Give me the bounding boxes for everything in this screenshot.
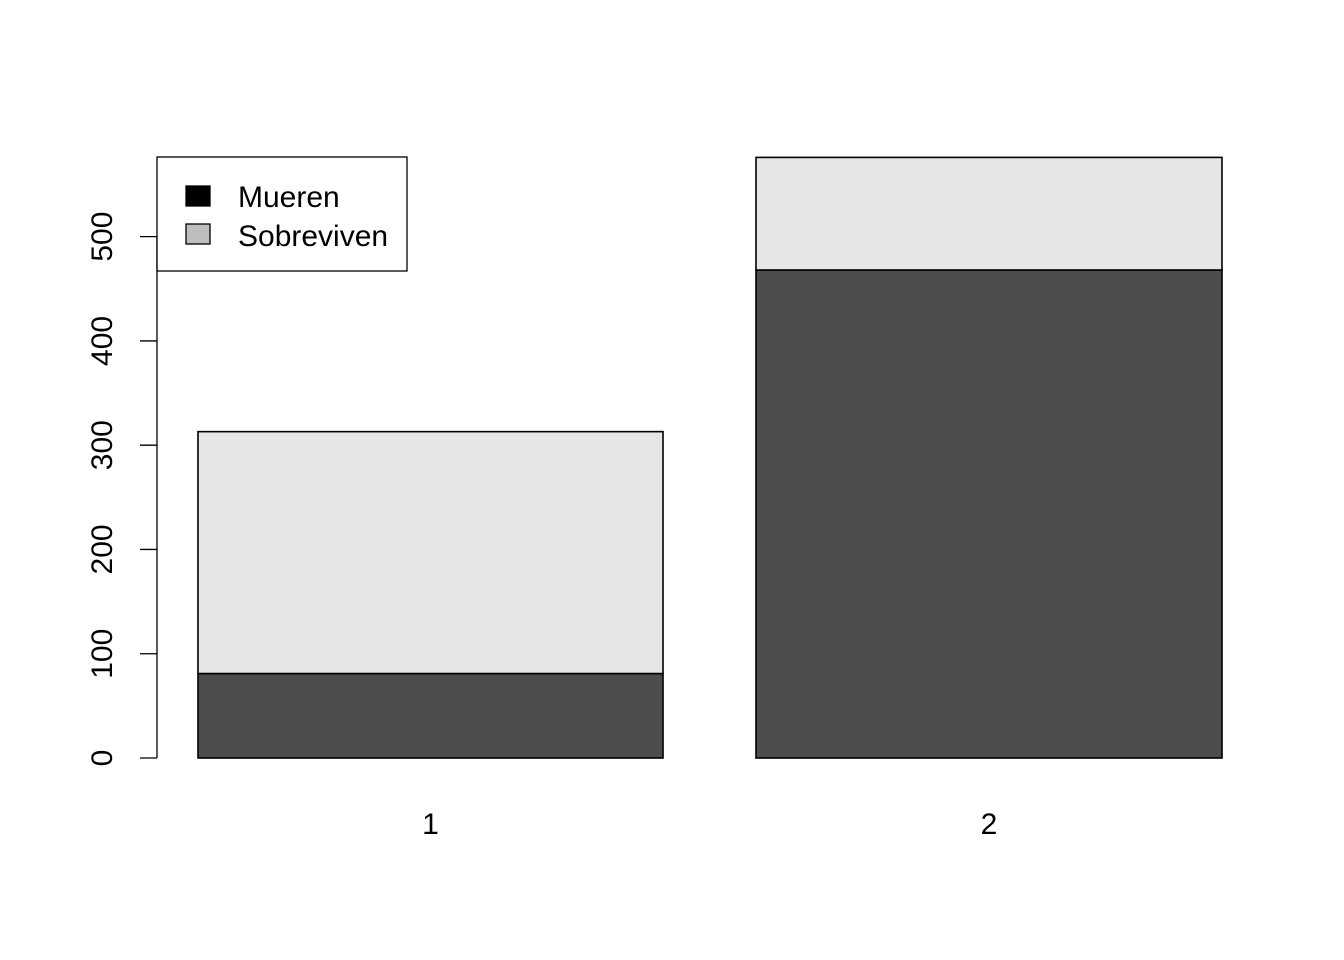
legend-label-mueren: Mueren: [238, 181, 340, 214]
bar-2-mueren: [755, 269, 1223, 759]
bar-2-sobreviven: [755, 156, 1223, 271]
legend-label-sobreviven: Sobreviven: [238, 220, 388, 253]
y-tick-label-300: 300: [86, 420, 119, 470]
bars-group: [197, 156, 1223, 759]
y-tick-label-0: 0: [86, 750, 119, 767]
y-axis: 0 100 200 300 400 500: [86, 212, 158, 767]
legend-swatch-sobreviven: [185, 223, 211, 245]
y-tick-label-200: 200: [86, 524, 119, 574]
legend-box: [156, 156, 408, 272]
x-tick-label-2: 2: [981, 808, 998, 841]
x-tick-label-1: 1: [422, 808, 439, 841]
y-tick-label-400: 400: [86, 316, 119, 366]
bar-1-sobreviven: [197, 430, 664, 675]
y-tick-label-100: 100: [86, 629, 119, 679]
bar-1-mueren: [197, 672, 664, 759]
y-tick-label-500: 500: [86, 212, 119, 262]
legend: Mueren Sobreviven: [156, 156, 408, 272]
legend-swatch-mueren: [185, 185, 211, 207]
